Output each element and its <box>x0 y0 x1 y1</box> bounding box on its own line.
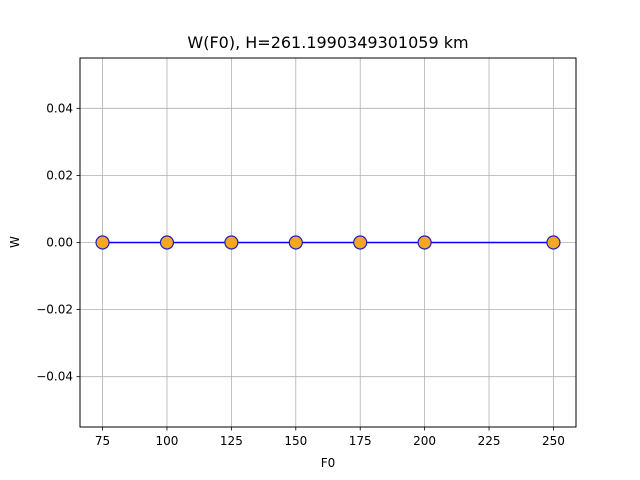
y-tick-label: −0.04 <box>36 370 73 384</box>
y-tick-label: 0.02 <box>46 168 73 182</box>
x-tick-label: 200 <box>413 434 436 448</box>
y-tick-label: 0.00 <box>46 236 73 250</box>
data-point <box>95 235 110 250</box>
y-tick-label: 0.04 <box>46 101 73 115</box>
data-point <box>288 235 303 250</box>
x-axis-label: F0 <box>321 456 336 470</box>
series-layer <box>95 235 561 250</box>
x-tick-label: 125 <box>220 434 243 448</box>
x-axis-ticks: 75 100 125 150 175 200 225 250 <box>95 427 565 448</box>
data-point <box>224 235 239 250</box>
x-tick-label: 225 <box>478 434 501 448</box>
x-tick-label: 250 <box>542 434 565 448</box>
x-tick-label: 175 <box>349 434 372 448</box>
x-tick-label: 100 <box>156 434 179 448</box>
y-axis-ticks: −0.04 −0.02 0.00 0.02 0.04 <box>36 101 80 384</box>
x-tick-label: 150 <box>284 434 307 448</box>
data-point <box>353 235 368 250</box>
x-tick-label: 75 <box>95 434 110 448</box>
chart-title: W(F0), H=261.1990349301059 km <box>187 33 468 52</box>
data-point <box>417 235 432 250</box>
data-point <box>159 235 175 250</box>
y-axis-label: W <box>8 236 22 248</box>
y-tick-label: −0.02 <box>36 303 73 317</box>
data-point <box>546 235 561 250</box>
